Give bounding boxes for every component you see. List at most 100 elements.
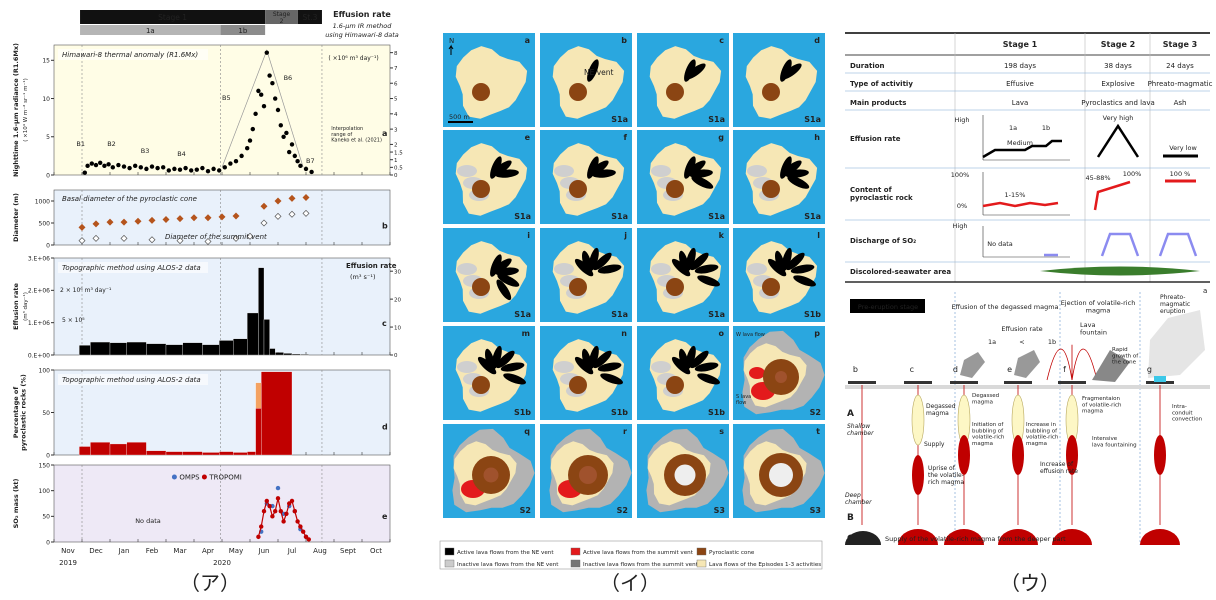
bar bbox=[202, 344, 220, 356]
y-axis-label: Effusion rate bbox=[12, 282, 20, 329]
legend-swatch bbox=[570, 547, 581, 556]
diagram-label: Rapid growth of the cone bbox=[1112, 347, 1139, 366]
point bbox=[85, 163, 90, 169]
tile-letter: h bbox=[814, 133, 820, 142]
graph-text: 45-88% bbox=[1085, 174, 1110, 182]
point bbox=[273, 509, 278, 514]
annotation: B7 bbox=[306, 157, 315, 165]
point bbox=[281, 134, 286, 139]
point bbox=[303, 534, 309, 540]
y-tick-label: 10 bbox=[42, 96, 50, 103]
active-flow bbox=[593, 252, 612, 271]
point bbox=[106, 162, 111, 167]
y2-tick-label: 20 bbox=[394, 297, 401, 303]
point bbox=[239, 153, 244, 159]
stage-label: Stage 1 bbox=[158, 13, 187, 22]
active-flow bbox=[597, 362, 622, 372]
cone bbox=[472, 376, 490, 394]
legend-swatch bbox=[201, 474, 207, 480]
active-flow bbox=[497, 274, 520, 287]
vent-plate bbox=[848, 381, 876, 384]
point bbox=[259, 92, 264, 97]
diagram-label: 1b bbox=[1048, 338, 1056, 346]
point bbox=[149, 164, 155, 169]
year-label: 2019 bbox=[59, 559, 77, 567]
cone bbox=[666, 376, 684, 394]
row-label: Discharge of SO₂ bbox=[850, 237, 916, 245]
y-tick-label: 150 bbox=[39, 462, 51, 469]
x-tick-label: Feb bbox=[146, 547, 159, 555]
legend-swatch bbox=[696, 547, 707, 556]
active-flow bbox=[593, 350, 612, 369]
inactive-flow bbox=[554, 361, 574, 373]
point bbox=[92, 234, 100, 242]
annotation: (m³ s⁻¹) bbox=[350, 273, 376, 281]
stage-box bbox=[850, 299, 925, 313]
legend-swatch bbox=[444, 559, 455, 568]
tile-letter: t bbox=[816, 427, 820, 436]
inactive-flow bbox=[457, 263, 477, 275]
deep-chamber bbox=[944, 529, 984, 545]
substage-label: 1b bbox=[238, 27, 247, 35]
cone bbox=[762, 278, 780, 296]
y2-tick-label: 1 bbox=[394, 158, 398, 164]
point bbox=[261, 103, 267, 109]
point bbox=[121, 164, 127, 169]
inactive-flow bbox=[747, 165, 767, 177]
y-tick-label: 0 bbox=[46, 172, 50, 179]
point bbox=[148, 236, 156, 244]
point bbox=[284, 130, 289, 136]
bar bbox=[247, 451, 256, 456]
point bbox=[274, 212, 282, 220]
y-axis-label: Nighttime 1.6-μm radiance (R1.6Mx) bbox=[12, 43, 20, 177]
annotation: B3 bbox=[141, 147, 150, 155]
graph-text: 0% bbox=[957, 202, 967, 210]
bar bbox=[300, 354, 309, 356]
active-flow bbox=[781, 63, 802, 80]
point bbox=[281, 519, 286, 524]
bar bbox=[291, 353, 301, 356]
cone bbox=[666, 278, 684, 296]
graph-text: 1-15% bbox=[1005, 191, 1026, 199]
point bbox=[82, 170, 88, 175]
so2-line bbox=[1158, 232, 1198, 257]
tile-stage: S1a bbox=[611, 212, 628, 221]
graph-text: 100 % bbox=[1170, 170, 1191, 178]
inactive-flow bbox=[651, 361, 671, 373]
cone-growth bbox=[1092, 350, 1130, 382]
active-flow bbox=[491, 258, 512, 275]
diagram-label: Shallow chamber bbox=[847, 423, 874, 437]
active-flow bbox=[588, 160, 609, 177]
tile-letter: a bbox=[525, 36, 530, 45]
tile-letter: o bbox=[719, 329, 725, 338]
active-flow bbox=[781, 160, 802, 177]
bar bbox=[263, 319, 270, 356]
legend-swatch bbox=[171, 474, 177, 480]
so2-line bbox=[1100, 232, 1140, 257]
point bbox=[288, 194, 296, 202]
bar bbox=[79, 446, 91, 456]
diagram-label: Intra-conduit convection bbox=[1172, 404, 1203, 423]
active-flow bbox=[500, 362, 525, 372]
point bbox=[298, 524, 303, 529]
bar bbox=[165, 451, 183, 456]
x-tick-label: Jul bbox=[287, 547, 297, 555]
diagram-label: e bbox=[1007, 365, 1012, 374]
point bbox=[264, 50, 269, 55]
diagram-label: Increase in bubbling of volatile-rich magma bbox=[1026, 422, 1059, 447]
tile-letter: g bbox=[718, 133, 724, 142]
stage-label: St.3 bbox=[302, 13, 317, 22]
y-tick-label: 1.E+06 bbox=[28, 320, 50, 327]
legend-label: Active lava flows from the NE vent bbox=[457, 550, 554, 556]
bar bbox=[126, 341, 147, 356]
active-flow bbox=[697, 373, 720, 385]
y-tick-label: 0 bbox=[46, 242, 50, 249]
x-tick-label: Jun bbox=[258, 547, 270, 555]
point bbox=[302, 209, 310, 217]
y-tick-label: 500 bbox=[39, 220, 51, 227]
active-flow bbox=[494, 169, 519, 178]
bar bbox=[233, 452, 248, 456]
diagram-label: b bbox=[853, 365, 858, 374]
point bbox=[148, 216, 156, 224]
